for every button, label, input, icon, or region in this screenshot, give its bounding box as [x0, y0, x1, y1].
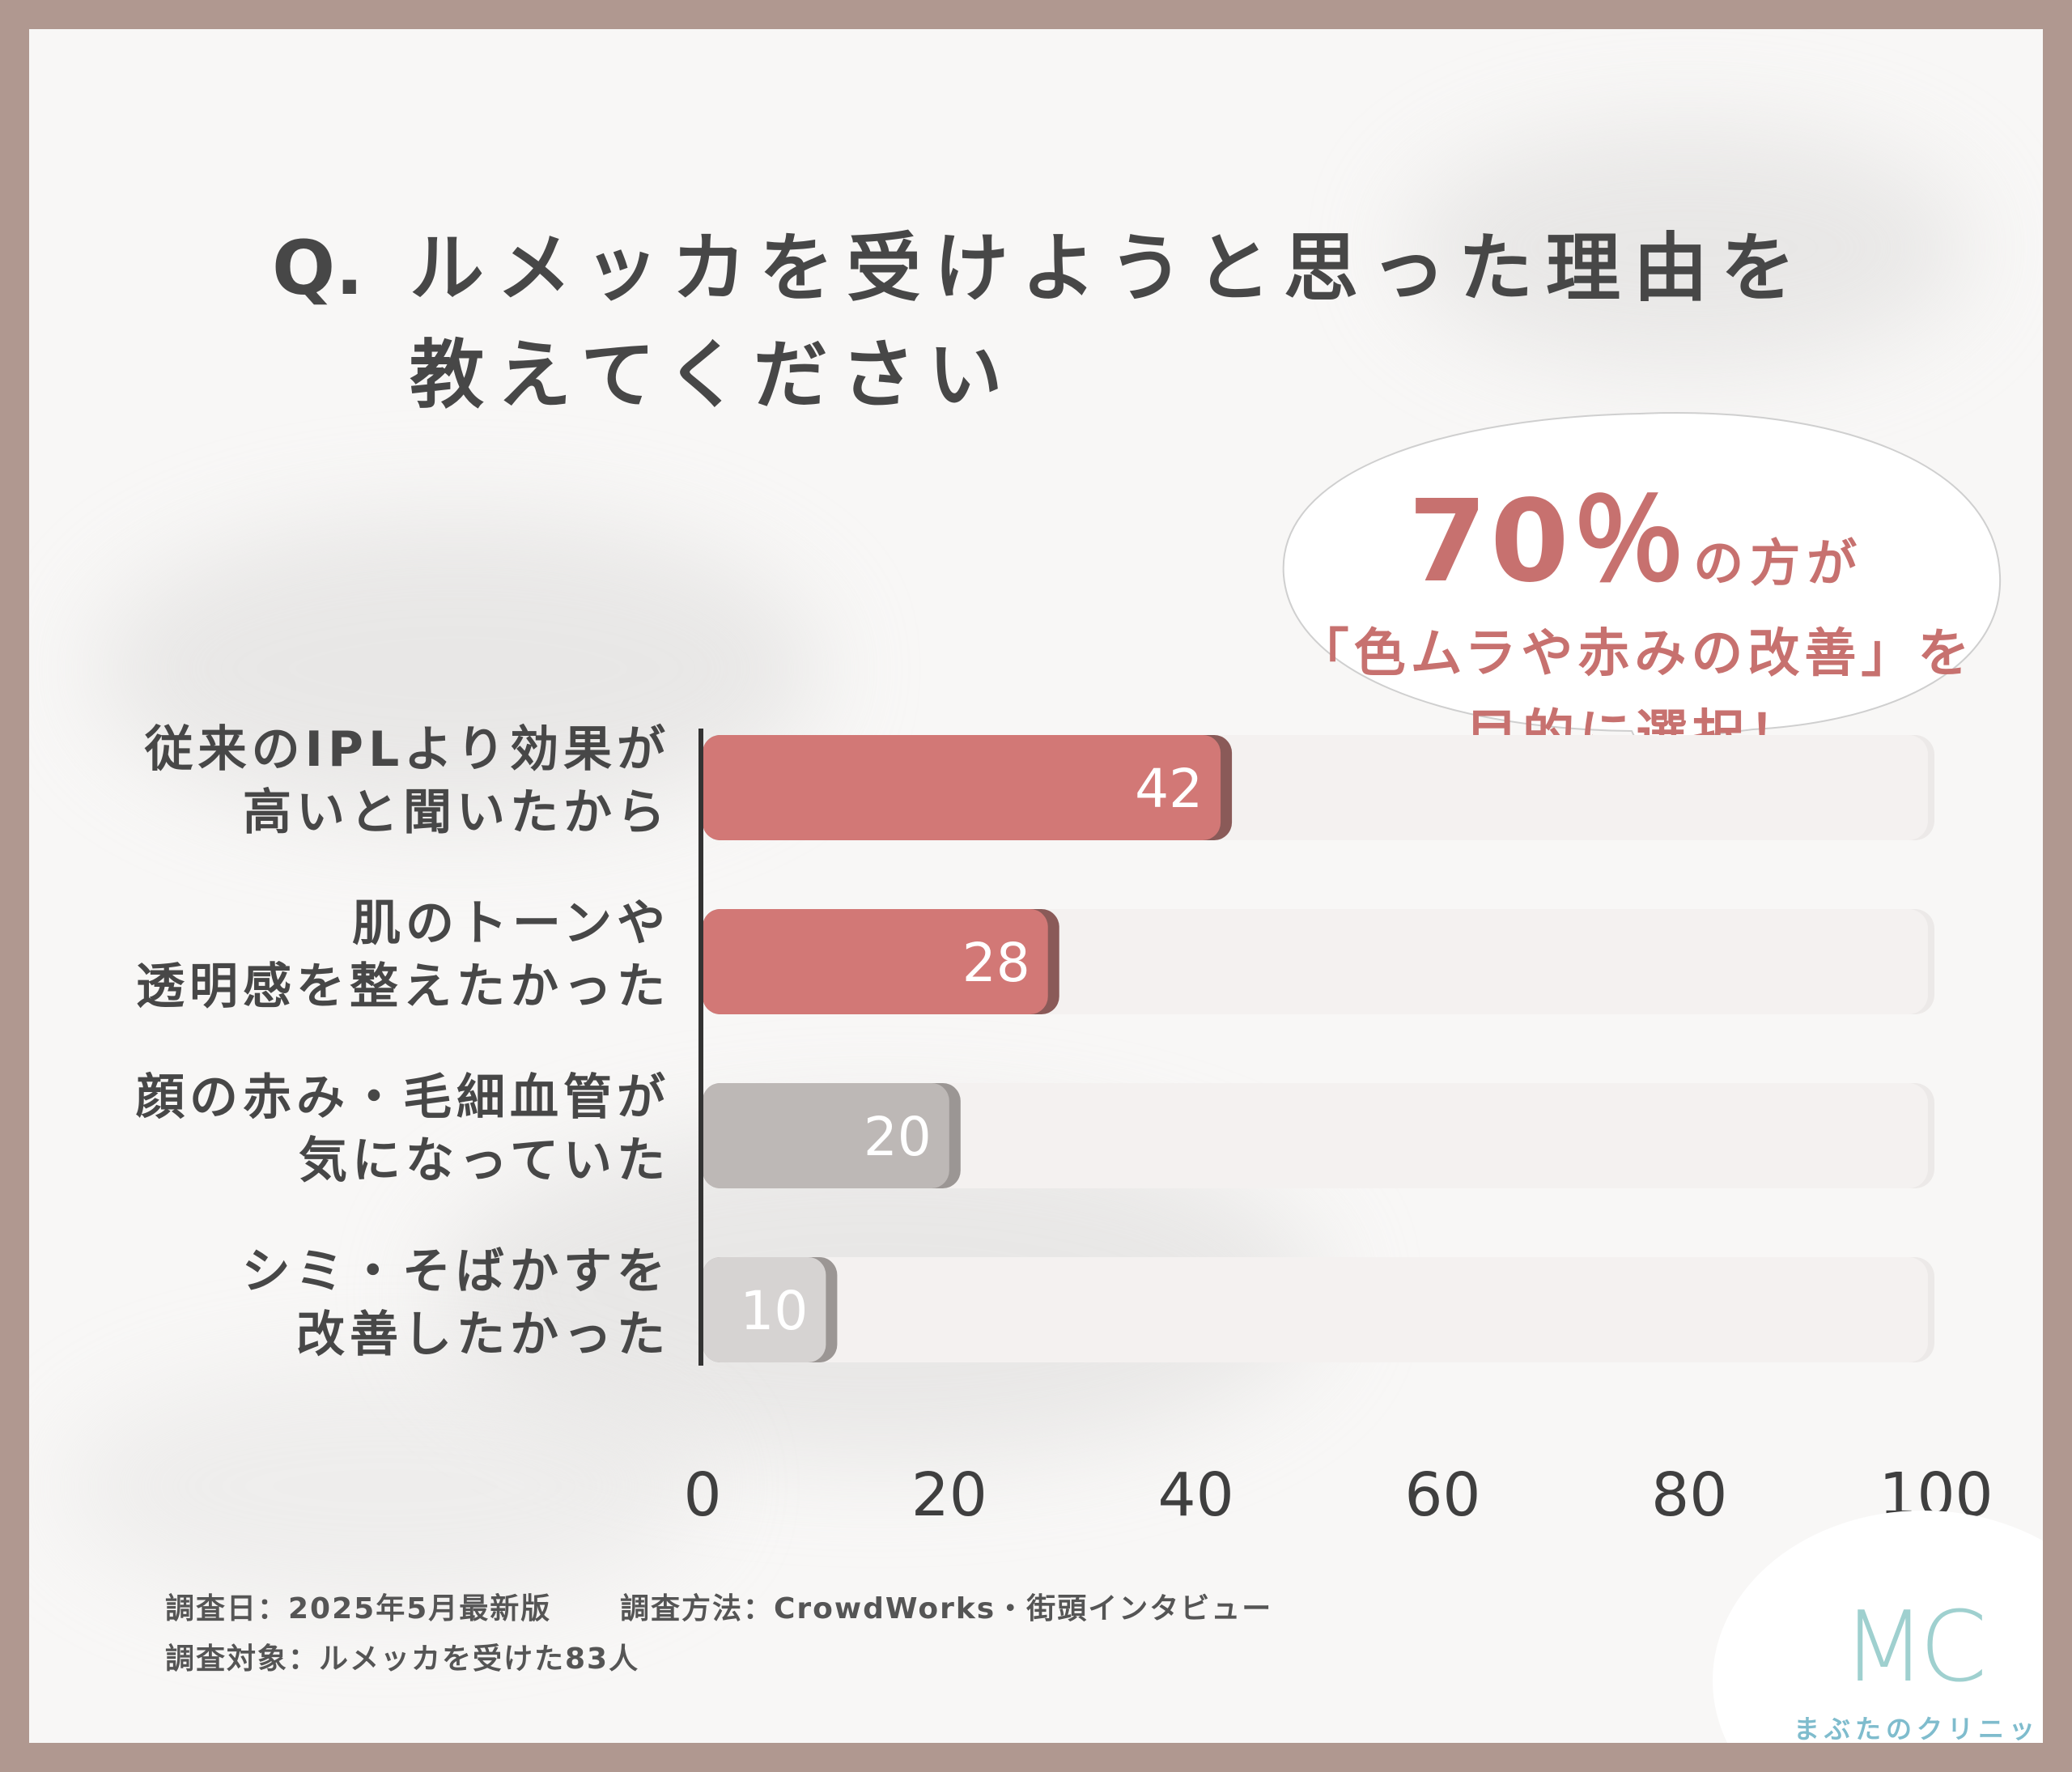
bar-value-label-1: 28: [962, 932, 1030, 994]
x-tick-label-1: 20: [911, 1460, 987, 1530]
category-label-1-1: 透明感を整えたかった: [136, 958, 670, 1015]
category-label-2-0: 顔の赤み・毛細血管が: [136, 1069, 670, 1126]
category-label-2-1: 気になっていた: [299, 1132, 670, 1189]
title-line-2: 教えてください: [410, 332, 1016, 419]
survey-method: 調査方法：CrowdWorks・街頭インタビュー: [620, 1592, 1273, 1625]
x-tick-label-0: 0: [683, 1460, 721, 1530]
callout-percent: 70％: [1408, 476, 1689, 608]
title-line-1: ルメッカを受けようと思った理由を: [410, 225, 1809, 312]
x-tick-label-4: 80: [1651, 1460, 1727, 1530]
x-tick-label-2: 40: [1158, 1460, 1234, 1530]
bar-track-face-2: [703, 1083, 1928, 1188]
bar-1: [703, 909, 1048, 1014]
bar-track-face-3: [703, 1257, 1928, 1362]
category-label-0-0: 従来のIPLより効果が: [144, 721, 670, 778]
speech-bubble: [1282, 412, 2002, 770]
bar-value-label-2: 20: [864, 1106, 932, 1168]
bar-2: [703, 1083, 949, 1188]
bar-0: [703, 735, 1221, 840]
category-label-3-0: シミ・そばかすを: [242, 1243, 670, 1300]
clinic-logo-mark: MC: [1842, 1591, 1987, 1704]
bar-value-label-0: 42: [1135, 758, 1203, 820]
infographic-panel: Q. ルメッカを受けようと思った理由を 教えてください 70％ の方が 「色ムラや…: [29, 29, 2043, 1743]
page-title: Q. ルメッカを受けようと思った理由を 教えてください: [272, 215, 1808, 429]
question-prefix: Q.: [272, 225, 364, 312]
category-label-1-0: 肌のトーンや: [352, 895, 670, 952]
category-label-3-1: 改善したかった: [296, 1307, 670, 1363]
survey-date: 調査日：2025年5月最新版: [165, 1592, 552, 1625]
bar-value-label-3: 10: [740, 1280, 808, 1342]
callout-suffix: の方が: [1693, 533, 1864, 593]
clinic-logo-name: まぶたのクリニック: [1794, 1714, 2040, 1743]
category-label-0-1: 高いと聞いたから: [243, 784, 670, 841]
bar-3: [703, 1257, 826, 1362]
x-tick-label-3: 60: [1404, 1460, 1480, 1530]
survey-target: 調査対象：ルメッカを受けた83人: [165, 1642, 640, 1676]
callout-line-2: 「色ムラや赤みの改善」を: [1297, 624, 1975, 684]
